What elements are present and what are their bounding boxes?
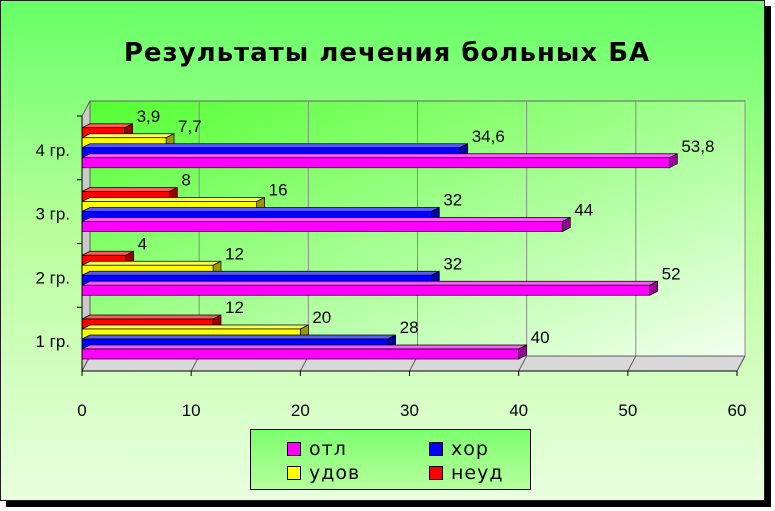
data-label: 12 — [225, 298, 244, 317]
data-label: 4 — [138, 234, 147, 253]
bar-top-неуд — [81, 187, 178, 192]
data-label: 52 — [662, 264, 681, 283]
legend-swatch-hor — [429, 442, 443, 456]
bar-top-удов — [81, 260, 222, 266]
data-label: 20 — [312, 308, 331, 327]
bar-top-хор — [81, 207, 440, 212]
bar-top-отл — [81, 344, 527, 350]
bar-top-хор — [81, 334, 396, 340]
legend-label-otl: отл — [309, 438, 347, 460]
bar-top-неуд — [81, 250, 134, 256]
x-tick-label: 50 — [618, 401, 637, 420]
data-label: 44 — [574, 201, 593, 220]
data-label: 16 — [269, 181, 288, 200]
x-tick-label: 40 — [509, 401, 528, 420]
bar-top-отл — [81, 280, 658, 286]
legend-swatch-otl — [287, 442, 301, 456]
legend-label-neud: неуд — [451, 462, 504, 484]
bar-top-удов — [81, 324, 309, 330]
floor-gridline — [627, 355, 637, 372]
y-tick-label: 2 гр. — [35, 268, 70, 287]
y-tick-label: 3 гр. — [35, 205, 70, 224]
x-tick-label: 0 — [77, 401, 86, 420]
x-tick-label: 20 — [291, 401, 310, 420]
bar-top-хор — [81, 270, 440, 276]
data-label: 53,8 — [681, 137, 714, 156]
floor-gridline — [518, 355, 528, 372]
data-label: 7,7 — [178, 117, 202, 136]
bar-top-отл — [81, 217, 571, 222]
bar-отл — [81, 221, 563, 232]
bar-top-отл — [81, 153, 678, 159]
legend-item-neud: неуд — [429, 462, 504, 484]
x-tick-label: 60 — [728, 401, 747, 420]
legend-item-udov: удов — [287, 462, 360, 484]
bar-отл — [81, 284, 651, 296]
data-label: 28 — [400, 318, 419, 337]
data-label: 12 — [225, 244, 244, 263]
data-label: 3,9 — [137, 107, 161, 126]
legend-item-otl: отл — [287, 438, 347, 460]
data-label: 40 — [531, 328, 550, 347]
bar-top-неуд — [81, 314, 222, 320]
legend-swatch-udov — [287, 466, 301, 480]
x-tick-label: 10 — [182, 401, 201, 420]
legend-label-hor: хор — [451, 438, 489, 460]
data-label: 32 — [443, 191, 462, 210]
bar-top-неуд — [81, 123, 133, 129]
y-tick-label: 1 гр. — [35, 332, 70, 351]
bar-top-удов — [81, 133, 175, 139]
x-tick-label: 30 — [400, 401, 419, 420]
y-tick-label: 4 гр. — [35, 141, 70, 160]
legend: отл хор удов неуд — [250, 429, 531, 490]
data-label: 32 — [443, 254, 462, 273]
bar-отл — [81, 348, 520, 360]
bar-отл — [81, 157, 670, 169]
chart-title: Результаты лечения больных БА — [124, 38, 650, 68]
bar-top-хор — [81, 143, 468, 149]
legend-swatch-neud — [429, 466, 443, 480]
legend-label-udov: удов — [309, 462, 361, 484]
floor-gridline — [736, 355, 746, 372]
data-label: 34,6 — [472, 127, 505, 146]
legend-item-hor: хор — [429, 438, 489, 460]
data-label: 8 — [181, 171, 190, 190]
bar-top-удов — [81, 197, 265, 202]
